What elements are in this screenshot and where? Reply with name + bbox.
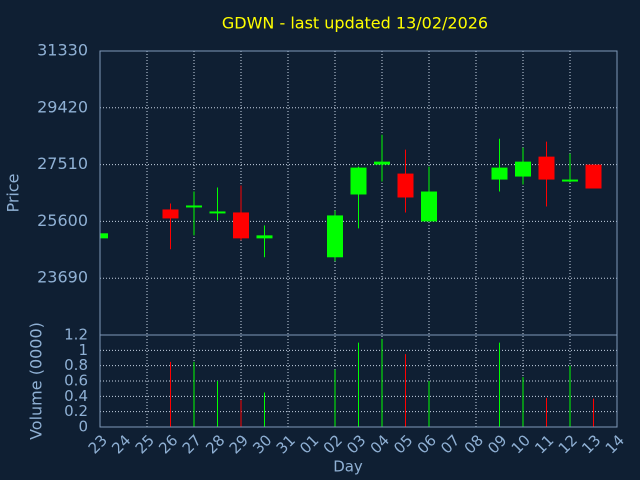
candle-body (515, 161, 531, 177)
x-tick-label: 10 (508, 431, 534, 457)
candle-body (186, 205, 202, 208)
volume-tick-label: 0 (78, 418, 88, 436)
candle-body (491, 167, 508, 180)
candle-body (538, 156, 555, 180)
candle-body (374, 161, 390, 165)
x-tick-label: 05 (390, 431, 416, 457)
x-tick-label: 06 (414, 431, 440, 457)
volume-tick-label: 1 (78, 341, 88, 359)
volume-tick-label: 0.2 (64, 402, 88, 420)
x-tick-label: 26 (155, 431, 181, 457)
volume-axis-label: Volume (0000) (27, 322, 46, 440)
x-tick-label: 13 (578, 431, 604, 457)
candle-body (100, 233, 108, 239)
x-tick-label: 04 (367, 431, 393, 457)
volume-tick-label: 0.8 (64, 356, 88, 374)
x-tick-label: 25 (132, 431, 158, 457)
x-tick-label: 08 (461, 431, 487, 457)
x-tick-label: 24 (108, 431, 134, 457)
x-axis-label: Day (333, 458, 363, 476)
volume-tick-label: 0.4 (64, 387, 88, 405)
x-tick-label: 09 (484, 431, 510, 457)
y-tick-label: 29420 (37, 97, 88, 116)
chart-title: GDWN - last updated 13/02/2026 (222, 14, 488, 33)
x-tick-label: 14 (602, 431, 628, 457)
volume-tick-label: 0.6 (64, 372, 88, 390)
x-tick-label: 30 (249, 431, 275, 457)
x-tick-label: 07 (437, 431, 463, 457)
candle-body (397, 173, 414, 198)
y-axis-label: Price (4, 173, 23, 212)
x-tick-label: 23 (85, 431, 111, 457)
y-tick-label: 25600 (37, 211, 88, 230)
x-tick-label: 11 (531, 431, 557, 457)
candle-body (421, 191, 437, 222)
candle-body (209, 211, 226, 214)
candle-body (350, 167, 367, 195)
x-tick-label: 01 (296, 431, 322, 457)
candle-body (562, 179, 578, 182)
candle-body (327, 215, 343, 258)
y-tick-label: 23690 (37, 268, 88, 287)
x-tick-label: 29 (226, 431, 252, 457)
x-tick-label: 02 (320, 431, 346, 457)
candle-body (256, 235, 273, 239)
candle-body (233, 212, 249, 239)
plot (100, 134, 602, 427)
candle-body (585, 164, 602, 189)
y-tick-label: 31330 (37, 41, 88, 60)
x-tick-label: 27 (179, 431, 205, 457)
y-tick-label: 27510 (37, 154, 88, 173)
x-tick-label: 31 (273, 431, 299, 457)
x-tick-label: 12 (555, 431, 581, 457)
candle-body (162, 209, 179, 219)
x-tick-label: 28 (202, 431, 228, 457)
volume-frame (99, 334, 618, 428)
x-tick-label: 03 (343, 431, 369, 457)
volume-tick-label: 1.2 (64, 326, 88, 344)
